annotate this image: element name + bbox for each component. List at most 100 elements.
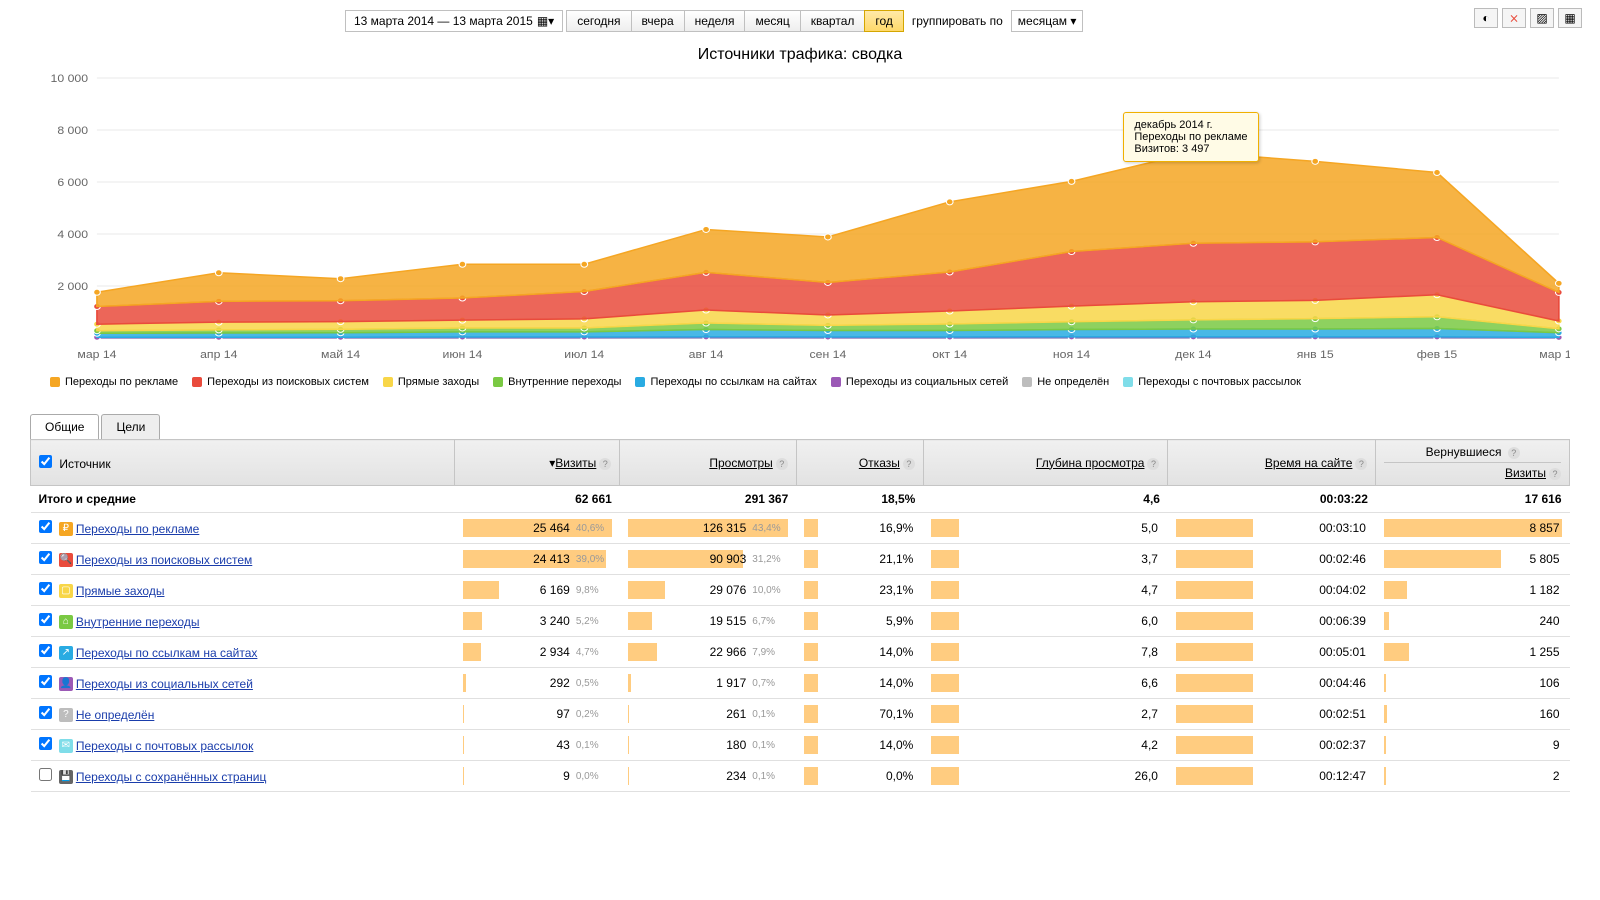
- date-range-picker[interactable]: 13 марта 2014 — 13 марта 2015 ▦▾: [345, 10, 563, 32]
- period-неделя[interactable]: неделя: [684, 10, 746, 32]
- help-icon[interactable]: ?: [599, 458, 611, 470]
- col-views[interactable]: Просмотры?: [620, 440, 796, 486]
- tab-Общие[interactable]: Общие: [30, 414, 99, 439]
- col-source[interactable]: Источник: [31, 440, 455, 486]
- legend-swatch: [493, 377, 503, 387]
- source-link[interactable]: Переходы по ссылкам на сайтах: [76, 646, 258, 660]
- totals-bounces: 18,5%: [796, 486, 923, 513]
- bounces-cell: 70,1%: [796, 699, 923, 730]
- legend-item[interactable]: Не определён: [1022, 376, 1109, 388]
- help-icon[interactable]: ?: [1549, 468, 1561, 480]
- area-icon[interactable]: ▨: [1530, 8, 1554, 28]
- col-returning[interactable]: Вернувшиеся ?Визиты?: [1376, 440, 1570, 486]
- cell-value: 00:03:10: [1319, 521, 1366, 535]
- svg-text:май 14: май 14: [321, 349, 361, 361]
- source-link[interactable]: Прямые заходы: [76, 584, 165, 598]
- source-icon: 👤: [59, 677, 73, 691]
- bar-cell: 1 255: [1384, 643, 1562, 661]
- table-row: ₽Переходы по рекламе25 46440,6%126 31543…: [31, 513, 1570, 544]
- tab-Цели[interactable]: Цели: [101, 414, 160, 439]
- legend-label: Переходы из социальных сетей: [846, 376, 1008, 388]
- select-all-checkbox[interactable]: [39, 455, 52, 468]
- bar-cell: 4,2: [931, 736, 1160, 754]
- bar-cell: 8 857: [1384, 519, 1562, 537]
- help-icon[interactable]: ?: [1147, 458, 1159, 470]
- col-time[interactable]: Время на сайте?: [1168, 440, 1376, 486]
- table-row: ▢Прямые заходы6 1699,8%29 07610,0%23,1%4…: [31, 575, 1570, 606]
- group-by-select[interactable]: месяцам ▾: [1011, 10, 1084, 32]
- ret-cell: 9: [1376, 730, 1570, 761]
- cell-value: 14,0%: [879, 738, 913, 752]
- bounces-cell: 14,0%: [796, 730, 923, 761]
- cell-pct: 9,8%: [576, 585, 610, 596]
- source-link[interactable]: Переходы с сохранённых страниц: [76, 770, 267, 784]
- totals-ret: 17 616: [1376, 486, 1570, 513]
- legend-item[interactable]: Переходы по ссылкам на сайтах: [635, 376, 816, 388]
- row-checkbox[interactable]: [39, 613, 52, 626]
- help-icon[interactable]: ?: [1355, 458, 1367, 470]
- help-icon[interactable]: ?: [903, 458, 915, 470]
- pie-icon[interactable]: ◐: [1474, 8, 1498, 28]
- source-link[interactable]: Переходы из поисковых систем: [76, 553, 252, 567]
- help-icon[interactable]: ?: [776, 458, 788, 470]
- row-checkbox[interactable]: [39, 520, 52, 533]
- col-visits[interactable]: ▾Визиты?: [455, 440, 620, 486]
- source-icon: ⌂: [59, 615, 73, 629]
- period-сегодня[interactable]: сегодня: [566, 10, 631, 32]
- cell-value: 00:04:46: [1319, 676, 1366, 690]
- period-год[interactable]: год: [864, 10, 904, 32]
- cell-pct: 0,2%: [576, 709, 610, 720]
- cell-value: 22 966: [710, 645, 747, 659]
- col-depth[interactable]: Глубина просмотра?: [923, 440, 1168, 486]
- col-bounces[interactable]: Отказы?: [796, 440, 923, 486]
- source-icon: 🔍: [59, 553, 73, 567]
- legend-swatch: [1123, 377, 1133, 387]
- cell-pct: 6,7%: [752, 616, 786, 627]
- row-checkbox[interactable]: [39, 737, 52, 750]
- bar-cell: 240: [1384, 612, 1562, 630]
- cell-value: 29 076: [710, 583, 747, 597]
- source-link[interactable]: Переходы по рекламе: [76, 522, 199, 536]
- source-link[interactable]: Внутренние переходы: [76, 615, 200, 629]
- period-квартал[interactable]: квартал: [800, 10, 866, 32]
- bar-cell: 24 41339,0%: [463, 550, 612, 568]
- source-link[interactable]: Переходы с почтовых рассылок: [76, 739, 254, 753]
- bar-cell: 14,0%: [804, 643, 915, 661]
- row-checkbox[interactable]: [39, 644, 52, 657]
- chart-type-icons: ◐ ⨯ ▨ ▦: [1474, 8, 1582, 28]
- row-checkbox[interactable]: [39, 768, 52, 781]
- period-вчера[interactable]: вчера: [631, 10, 685, 32]
- legend-item[interactable]: Переходы из поисковых систем: [192, 376, 369, 388]
- bar-cell: 2: [1384, 767, 1562, 785]
- source-link[interactable]: Переходы из социальных сетей: [76, 677, 253, 691]
- legend-item[interactable]: Переходы с почтовых рассылок: [1123, 376, 1301, 388]
- row-checkbox[interactable]: [39, 551, 52, 564]
- legend-item[interactable]: Переходы по рекламе: [50, 376, 178, 388]
- legend-item[interactable]: Переходы из социальных сетей: [831, 376, 1008, 388]
- lines-icon[interactable]: ⨯: [1502, 8, 1526, 28]
- bars-icon[interactable]: ▦: [1558, 8, 1582, 28]
- bar-cell: 19 5156,7%: [628, 612, 788, 630]
- stacked-area-chart[interactable]: 2 0004 0006 0008 00010 000мар 14апр 14ма…: [30, 68, 1570, 368]
- row-checkbox[interactable]: [39, 582, 52, 595]
- row-checkbox[interactable]: [39, 706, 52, 719]
- row-checkbox[interactable]: [39, 675, 52, 688]
- help-icon[interactable]: ?: [1508, 447, 1520, 459]
- svg-text:авг 14: авг 14: [689, 349, 724, 361]
- depth-cell: 7,8: [923, 637, 1168, 668]
- cell-value: 1 255: [1529, 645, 1559, 659]
- legend-item[interactable]: Внутренние переходы: [493, 376, 621, 388]
- cell-pct: 0,1%: [576, 740, 610, 751]
- legend-swatch: [831, 377, 841, 387]
- legend-swatch: [1022, 377, 1032, 387]
- visits-cell: 24 41339,0%: [455, 544, 620, 575]
- source-link[interactable]: Не определён: [76, 708, 155, 722]
- cell-value: 8 857: [1529, 521, 1559, 535]
- views-cell: 2340,1%: [620, 761, 796, 792]
- depth-cell: 6,6: [923, 668, 1168, 699]
- legend-label: Прямые заходы: [398, 376, 479, 388]
- period-месяц[interactable]: месяц: [744, 10, 800, 32]
- legend-item[interactable]: Прямые заходы: [383, 376, 479, 388]
- source-cell: 👤Переходы из социальных сетей: [31, 668, 455, 699]
- visits-cell: 430,1%: [455, 730, 620, 761]
